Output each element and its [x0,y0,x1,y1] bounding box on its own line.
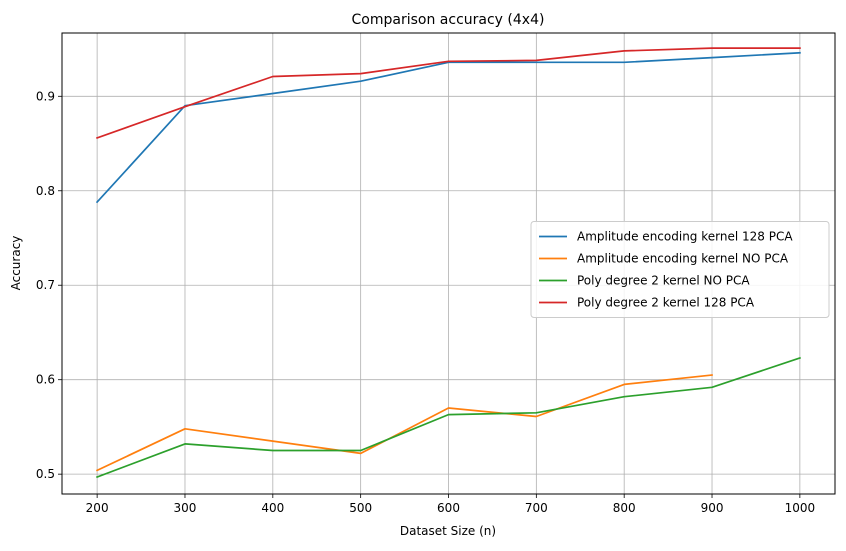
x-axis-title: Dataset Size (n) [400,524,496,538]
x-tick-label: 900 [701,501,724,515]
x-tick-label: 500 [349,501,372,515]
x-tick-label: 200 [86,501,109,515]
x-tick-label: 600 [437,501,460,515]
legend-label-4: Poly degree 2 kernel 128 PCA [577,296,755,310]
x-tick-label: 400 [261,501,284,515]
y-axis-title: Accuracy [9,236,23,291]
legend-label-2: Amplitude encoding kernel NO PCA [577,252,789,266]
series-line-2 [97,375,712,470]
y-tick-label: 0.5 [36,467,55,481]
y-tick-label: 0.9 [36,89,55,103]
x-tick-label: 700 [525,501,548,515]
legend: Amplitude encoding kernel 128 PCA Amplitu… [531,222,829,318]
y-tick-label: 0.8 [36,184,55,198]
y-tick-label: 0.7 [36,278,55,292]
y-tick-label: 0.6 [36,373,55,387]
x-tick-label: 800 [613,501,636,515]
x-tick-label: 300 [174,501,197,515]
x-tick-label: 1000 [785,501,816,515]
chart-title: Comparison accuracy (4x4) [352,12,545,28]
legend-label-3: Poly degree 2 kernel NO PCA [577,274,750,288]
legend-label-1: Amplitude encoding kernel 128 PCA [577,230,793,244]
